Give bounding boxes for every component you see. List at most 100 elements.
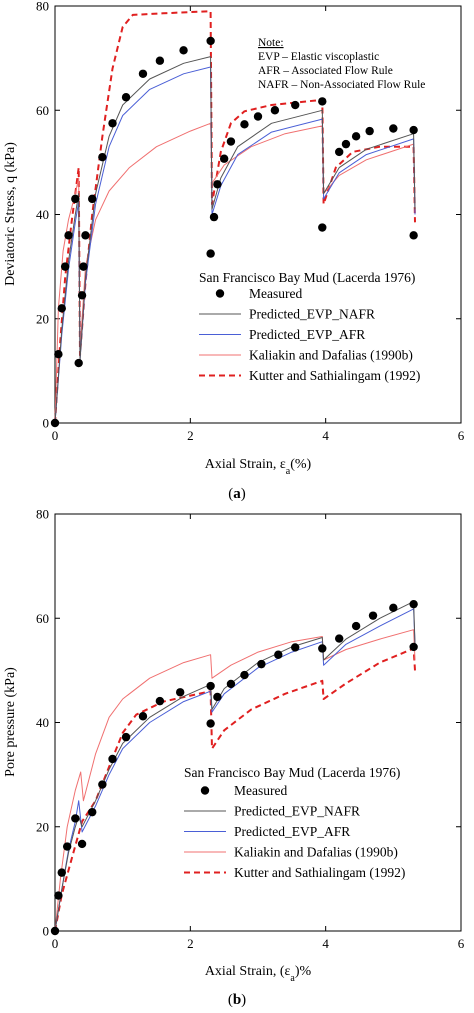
- y-axis-label: Pore pressure (kPa): [3, 667, 18, 777]
- x-tick-label: 2: [187, 428, 194, 443]
- measured-point: [57, 304, 66, 313]
- legend: Measured Predicted_EVP_NAFR Predicted_EVP_…: [199, 286, 420, 383]
- legend-entry-label: Kutter and Sathialingam (1992): [249, 368, 420, 383]
- measured-point: [77, 291, 87, 300]
- y-tick-label: 40: [36, 207, 49, 222]
- measured-point: [98, 780, 107, 789]
- legend-entry-label: Predicted_EVP_NAFR: [234, 804, 360, 819]
- legend: Measured Predicted_EVP_NAFR Predicted_EVP_…: [184, 783, 405, 880]
- measured-point: [71, 814, 80, 823]
- measured-point: [209, 212, 219, 222]
- measured-point: [318, 644, 327, 653]
- note-line-2: AFR – Associated Flow Rule: [258, 65, 393, 77]
- measured-point: [88, 194, 97, 204]
- x-tick-label: 6: [458, 936, 465, 951]
- series-line-kutter-and-sathialingam-1992: [54, 10, 416, 424]
- y-tick-label: 20: [36, 819, 49, 834]
- legend-entry-label: Measured: [234, 783, 287, 798]
- measured-point: [240, 670, 249, 680]
- measured-point: [60, 262, 70, 271]
- measured-point: [179, 46, 188, 55]
- measured-point: [213, 692, 222, 702]
- measured-point: [253, 112, 263, 121]
- x-tick-label: 2: [187, 936, 194, 951]
- measured-point: [155, 696, 165, 706]
- panel-caption-b: (b): [228, 992, 246, 1008]
- measured-point: [81, 231, 90, 240]
- measured-point: [57, 868, 66, 877]
- measured-point: [121, 732, 131, 742]
- measured-point: [206, 681, 215, 691]
- x-axis-label-sub: a: [290, 973, 295, 984]
- measured-point: [274, 650, 283, 659]
- x-axis-label-main: Axial Strain, ε: [205, 457, 286, 472]
- x-tick-label: 0: [52, 936, 59, 951]
- measured-point: [155, 56, 165, 65]
- measured-point: [219, 154, 229, 163]
- measured-point: [213, 180, 222, 189]
- measured-point: [54, 349, 63, 359]
- measured-point: [270, 106, 280, 115]
- y-tick-label: 60: [36, 611, 49, 626]
- series-layer: [50, 10, 418, 428]
- legend-title: San Francisco Bay Mud (Lacerda 1976): [199, 270, 415, 285]
- measured-point: [389, 124, 398, 133]
- series-layer: [50, 599, 418, 936]
- measured-point: [341, 139, 351, 149]
- measured-point: [64, 231, 73, 240]
- x-tick-label: 4: [322, 428, 329, 443]
- measured-point: [335, 634, 344, 643]
- x-axis-label-sub: a: [286, 466, 291, 477]
- measured-point: [351, 132, 361, 141]
- note-line-1: EVP – Elastic viscoplastic: [258, 51, 379, 63]
- measured-point: [74, 358, 83, 368]
- measured-point: [71, 194, 80, 204]
- legend-entry-label: Measured: [249, 286, 302, 301]
- measured-point: [79, 262, 88, 271]
- measured-point: [318, 223, 327, 232]
- y-tick-label: 0: [43, 416, 50, 431]
- x-tick-label: 4: [322, 936, 329, 951]
- measured-point: [291, 100, 300, 110]
- measured-point: [409, 642, 418, 652]
- legend-entry-label: Kutter and Sathialingam (1992): [234, 865, 405, 880]
- legend-entry-label: Predicted_EVP_AFR: [234, 824, 350, 839]
- legend-title: San Francisco Bay Mud (Lacerda 1976): [184, 765, 400, 780]
- y-tick-label: 80: [36, 507, 49, 522]
- measured-point: [206, 719, 215, 728]
- measured-point: [240, 120, 249, 129]
- measured-point: [291, 643, 300, 652]
- measured-point: [77, 839, 87, 849]
- measured-point: [206, 36, 215, 46]
- y-tick-label: 20: [36, 311, 49, 326]
- legend-entry-label: Predicted_EVP_AFR: [249, 327, 365, 342]
- measured-point: [389, 603, 398, 613]
- measured-point: [98, 152, 107, 162]
- y-axis-label: Deviatoric Stress, q (kPa): [3, 142, 18, 286]
- y-tick-label: 60: [36, 103, 49, 118]
- x-tick-label: 6: [458, 428, 465, 443]
- series-line-predicted-evp-afr: [54, 66, 416, 424]
- measured-point: [88, 807, 97, 817]
- measured-point: [62, 842, 72, 851]
- x-axis-label-unit: (%): [290, 457, 311, 472]
- y-tick-label: 80: [36, 0, 49, 14]
- x-axis-label-unit: )%: [295, 964, 312, 979]
- measured-point: [318, 97, 327, 106]
- measured-point: [138, 69, 148, 78]
- note-title: Note:: [258, 37, 284, 49]
- measured-point: [335, 147, 344, 157]
- measured-point: [54, 891, 63, 900]
- x-axis-label: Axial Strain, (εa)%: [205, 964, 312, 984]
- x-tick-label: 0: [52, 428, 59, 443]
- measured-point: [226, 679, 236, 689]
- legend-entry-label: Kaliakin and Dafalias (1990b): [249, 348, 413, 363]
- measured-point: [409, 125, 418, 135]
- measured-point: [368, 611, 378, 620]
- measured-point: [409, 231, 418, 240]
- measured-point: [365, 126, 374, 136]
- measured-point: [50, 926, 60, 936]
- legend-swatch: [200, 786, 210, 795]
- measured-point: [257, 659, 266, 669]
